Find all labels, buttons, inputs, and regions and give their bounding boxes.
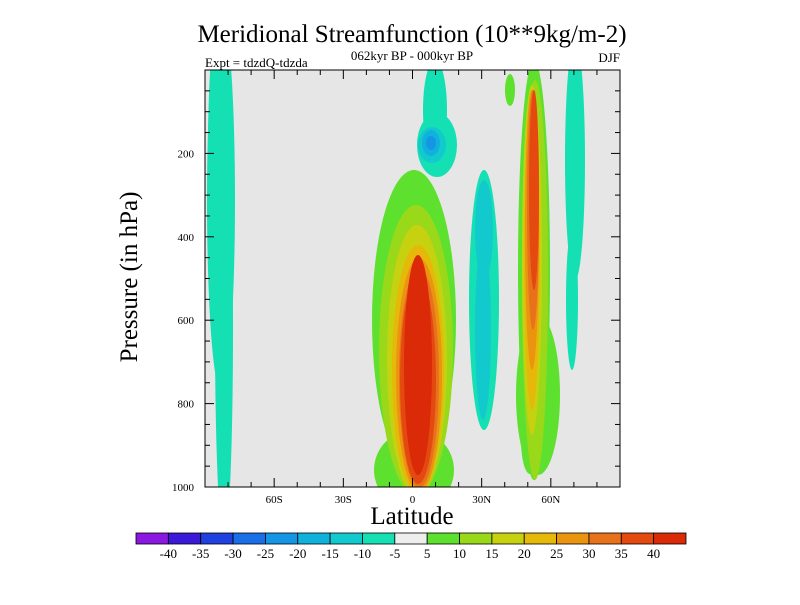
colorbar-box bbox=[265, 532, 299, 545]
chart-title: Meridional Streamfunction (10**9kg/m-2) bbox=[197, 21, 626, 48]
colorbar-label: 30 bbox=[582, 546, 595, 561]
axes: 60S 30S 0 30N 60N 200 400 600 800 1000 bbox=[172, 70, 620, 506]
colorbar-box bbox=[556, 532, 590, 545]
colorbar-label: -25 bbox=[257, 546, 274, 561]
colorbar-label: -15 bbox=[321, 546, 338, 561]
colorbar-box bbox=[200, 532, 234, 545]
colorbar-label: -35 bbox=[192, 546, 209, 561]
experiment-label: Expt = tdzdQ-tdzda bbox=[205, 55, 308, 70]
neg-cell-70s-band-2 bbox=[215, 120, 233, 487]
chart-subtitle: 062kyr BP - 000kyr BP bbox=[351, 48, 473, 63]
colorbar-box bbox=[297, 532, 331, 545]
colorbar-box bbox=[588, 532, 622, 545]
season-label: DJF bbox=[598, 50, 620, 65]
neg-cell-10n-band-4 bbox=[426, 136, 436, 150]
colorbar-box bbox=[491, 532, 525, 545]
x-tick-label: 60S bbox=[266, 494, 283, 506]
colorbar-label: 35 bbox=[615, 546, 628, 561]
colorbar-box bbox=[459, 532, 493, 545]
y-tick-label: 400 bbox=[178, 232, 195, 244]
colorbar-box bbox=[523, 532, 557, 545]
colorbar-label: -5 bbox=[389, 546, 400, 561]
x-tick-label: 60N bbox=[541, 494, 560, 506]
colorbar-box bbox=[426, 532, 460, 545]
neg-cell-35n-band-2 bbox=[475, 240, 491, 420]
neg-cell-70n-band-1 bbox=[566, 230, 578, 370]
colorbar-box bbox=[329, 532, 363, 545]
colorbar-label: 10 bbox=[453, 546, 466, 561]
colorbar-label: -30 bbox=[224, 546, 241, 561]
y-tick-label: 800 bbox=[178, 399, 195, 411]
colorbar-label: 20 bbox=[518, 546, 531, 561]
colorbar-label: -20 bbox=[289, 546, 306, 561]
colorbar-box bbox=[620, 532, 655, 545]
colorbar-label: 5 bbox=[424, 546, 431, 561]
y-tick-label: 1000 bbox=[172, 482, 195, 494]
neg-cell-70n-band-0 bbox=[565, 70, 585, 280]
pos-cell-eq-band-8 bbox=[404, 255, 432, 475]
colorbar-box bbox=[167, 532, 202, 545]
contour-field bbox=[207, 70, 585, 487]
colorbar-box bbox=[232, 532, 266, 545]
colorbar-box bbox=[394, 532, 428, 545]
x-tick-label: 0 bbox=[410, 494, 416, 506]
colorbar-label: 15 bbox=[485, 546, 498, 561]
x-tick-label: 30N bbox=[472, 494, 491, 506]
colorbar-label: -10 bbox=[354, 546, 371, 561]
x-axis-label: Latitude bbox=[370, 503, 453, 530]
colorbar: -40 -35 -30 -25 -20 -15 -10 -5 5 10 15 20 25 30 35 40 bbox=[135, 532, 687, 561]
y-axis-label: Pressure (in hPa) bbox=[116, 192, 143, 363]
x-tick-label: 30S bbox=[335, 494, 352, 506]
colorbar-label: 25 bbox=[550, 546, 563, 561]
pos-cell-55n-band-3 bbox=[505, 74, 515, 106]
colorbar-label: -40 bbox=[160, 546, 177, 561]
colorbar-label: 40 bbox=[647, 546, 660, 561]
y-tick-label: 200 bbox=[178, 148, 195, 160]
colorbar-box bbox=[135, 532, 169, 545]
colorbar-box bbox=[653, 532, 687, 545]
colorbar-box bbox=[362, 532, 396, 545]
y-tick-label: 600 bbox=[178, 315, 195, 327]
pos-cell-55n-band-9 bbox=[529, 90, 539, 290]
